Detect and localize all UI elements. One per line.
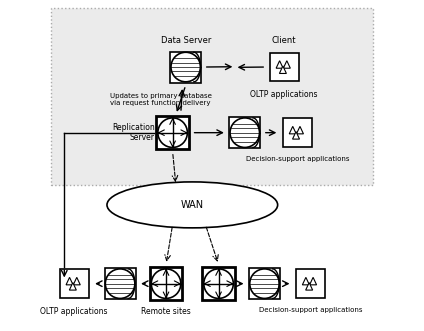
Bar — [296, 269, 325, 298]
Bar — [150, 267, 182, 300]
Text: Replication
Server: Replication Server — [112, 123, 155, 142]
Polygon shape — [73, 277, 80, 285]
Polygon shape — [66, 277, 73, 285]
Polygon shape — [289, 126, 296, 134]
Polygon shape — [302, 277, 310, 285]
Text: Decision-support applications: Decision-support applications — [245, 156, 349, 162]
Bar — [249, 268, 280, 299]
Bar — [156, 117, 189, 149]
Text: Decision-support applications: Decision-support applications — [259, 307, 362, 313]
Text: WAN: WAN — [181, 200, 204, 210]
Bar — [270, 53, 298, 81]
Polygon shape — [279, 66, 286, 73]
Polygon shape — [70, 283, 76, 290]
Text: Updates to primary database
via request function delivery: Updates to primary database via request … — [110, 93, 212, 106]
Bar — [105, 268, 136, 299]
Bar — [60, 269, 89, 298]
Bar — [170, 52, 201, 82]
Polygon shape — [310, 277, 317, 285]
Bar — [51, 8, 373, 185]
Polygon shape — [296, 126, 304, 134]
Bar — [202, 267, 235, 300]
Ellipse shape — [107, 182, 278, 228]
Bar — [229, 117, 260, 148]
Polygon shape — [276, 61, 283, 68]
Text: Client: Client — [272, 36, 296, 45]
Polygon shape — [306, 283, 312, 290]
Polygon shape — [293, 132, 299, 139]
Text: OLTP applications: OLTP applications — [251, 90, 318, 99]
Bar — [283, 118, 312, 147]
Text: Remote sites: Remote sites — [141, 307, 191, 316]
Text: OLTP applications: OLTP applications — [40, 307, 108, 316]
Polygon shape — [283, 61, 290, 68]
Text: Data Server: Data Server — [161, 36, 211, 45]
